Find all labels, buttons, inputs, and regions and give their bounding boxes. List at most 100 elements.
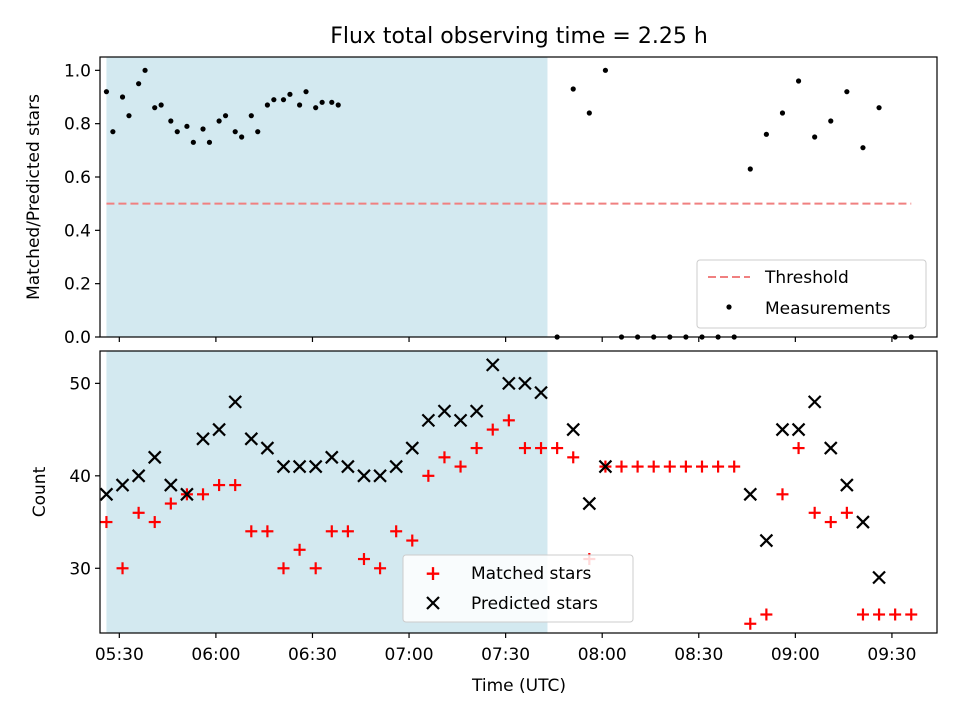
matched-star-point xyxy=(840,506,853,519)
measurement-point xyxy=(280,97,287,103)
matched-star-point xyxy=(213,479,226,492)
measurement-point xyxy=(264,102,270,108)
x-tick-label: 08:30 xyxy=(674,645,723,665)
measurement-point xyxy=(287,91,293,97)
ratio-frame xyxy=(99,56,938,338)
matched-star-point xyxy=(374,562,387,575)
predicted-star-point xyxy=(357,469,371,483)
ratio-y-tick-label: 0.0 xyxy=(64,328,91,348)
matched-star-point xyxy=(695,460,708,473)
measurement-point xyxy=(206,139,213,145)
predicted-star-point xyxy=(244,432,259,446)
predicted-star-point xyxy=(99,487,114,502)
matched-star-point xyxy=(454,460,467,473)
predicted-star-point xyxy=(341,459,355,474)
measurement-point xyxy=(860,145,866,151)
ratio-shade xyxy=(106,57,548,337)
legend-matched-label: Matched stars xyxy=(471,564,591,584)
predicted-star-point xyxy=(389,459,403,474)
matched-star-point xyxy=(615,460,628,473)
matched-star-point xyxy=(535,442,548,455)
predicted-star-point xyxy=(276,459,291,474)
matched-star-point xyxy=(744,617,757,630)
predicted-star-point xyxy=(308,459,323,474)
count-y-axis-label: Count xyxy=(30,466,50,517)
measurement-point xyxy=(271,97,277,103)
predicted-star-point xyxy=(180,487,194,502)
matched-star-point xyxy=(679,460,692,473)
matched-star-point xyxy=(277,562,290,575)
matched-star-point xyxy=(406,534,419,547)
count-y-tick-label: 50 xyxy=(69,374,91,394)
matched-star-point xyxy=(712,460,725,473)
x-tick-label: 07:30 xyxy=(481,645,530,665)
count-y-tick-label: 30 xyxy=(69,559,91,579)
matched-star-point xyxy=(551,442,564,455)
matched-star-point xyxy=(760,608,773,621)
matched-star-point xyxy=(148,516,161,529)
predicted-star-point xyxy=(325,450,339,465)
matched-star-point xyxy=(341,525,354,538)
ratio-y-tick-label: 0.6 xyxy=(64,168,91,188)
legend-predicted-swatch xyxy=(426,596,440,610)
matched-star-point xyxy=(164,497,177,510)
measurement-point xyxy=(313,105,319,111)
x-tick-label: 05:30 xyxy=(95,645,144,665)
matched-star-point xyxy=(824,516,837,529)
x-tick-label: 08:00 xyxy=(578,645,627,665)
predicted-star-point xyxy=(518,376,532,391)
matched-star-point xyxy=(856,608,869,621)
ratio-y-axis-label: Matched/Predicted stars xyxy=(24,94,44,300)
predicted-star-point xyxy=(823,441,838,455)
predicted-star-point xyxy=(405,441,420,455)
predicted-star-point xyxy=(807,395,822,409)
matched-star-point xyxy=(100,516,113,529)
count-panel: 30 40 50 05:30 06:00 06:30 07:00 07:30 08:00 08:… xyxy=(30,350,938,665)
measurement-point xyxy=(329,99,335,105)
measurement-point xyxy=(586,110,592,116)
matched-star-point xyxy=(197,488,210,501)
matched-star-point xyxy=(502,414,515,427)
ratio-y-tick-label: 1.0 xyxy=(64,61,91,81)
predicted-star-point xyxy=(791,422,806,437)
matched-star-point xyxy=(245,525,258,538)
predicted-star-point xyxy=(196,432,210,446)
measurement-point xyxy=(168,118,174,124)
ratio-panel: 0.0 0.2 0.4 0.6 0.8 1.0 Matched/Predicted sta… xyxy=(24,56,938,348)
measurement-point xyxy=(103,89,110,95)
measurement-point xyxy=(158,102,164,108)
predicted-star-point xyxy=(260,441,275,455)
legend-predicted-label: Predicted stars xyxy=(471,594,598,614)
measurement-point xyxy=(319,99,325,105)
matched-star-point xyxy=(132,506,145,519)
predicted-star-point xyxy=(131,469,146,483)
predicted-star-point xyxy=(840,478,854,492)
measurement-point xyxy=(200,126,206,132)
measurement-point xyxy=(795,78,802,84)
chart-title: Flux total observing time = 2.25 h xyxy=(330,24,708,49)
matched-star-point xyxy=(567,451,580,464)
measurement-point xyxy=(255,129,261,135)
legend-measurements-label: Measurements xyxy=(765,299,891,319)
measurement-point xyxy=(747,166,753,172)
predicted-star-point xyxy=(147,450,162,465)
measurement-point xyxy=(174,129,180,135)
predicted-star-point xyxy=(759,533,774,548)
measurement-point xyxy=(812,134,818,140)
matched-star-point xyxy=(438,451,451,464)
measurement-point xyxy=(296,102,303,108)
predicted-star-point xyxy=(437,404,452,418)
predicted-star-point xyxy=(534,385,548,400)
count-y-tick-label: 40 xyxy=(69,467,91,487)
legend-matched-swatch: + xyxy=(425,561,442,585)
x-tick-label: 09:00 xyxy=(771,645,820,665)
count-legend: + Matched stars Predicted stars xyxy=(402,554,634,623)
predicted-star-point xyxy=(373,469,387,483)
predicted-star-point xyxy=(872,570,886,585)
matched-star-point xyxy=(873,608,886,621)
matched-star-point xyxy=(808,506,821,519)
measurement-point xyxy=(119,94,126,100)
predicted-star-point xyxy=(502,376,516,391)
matched-star-point xyxy=(390,525,403,538)
